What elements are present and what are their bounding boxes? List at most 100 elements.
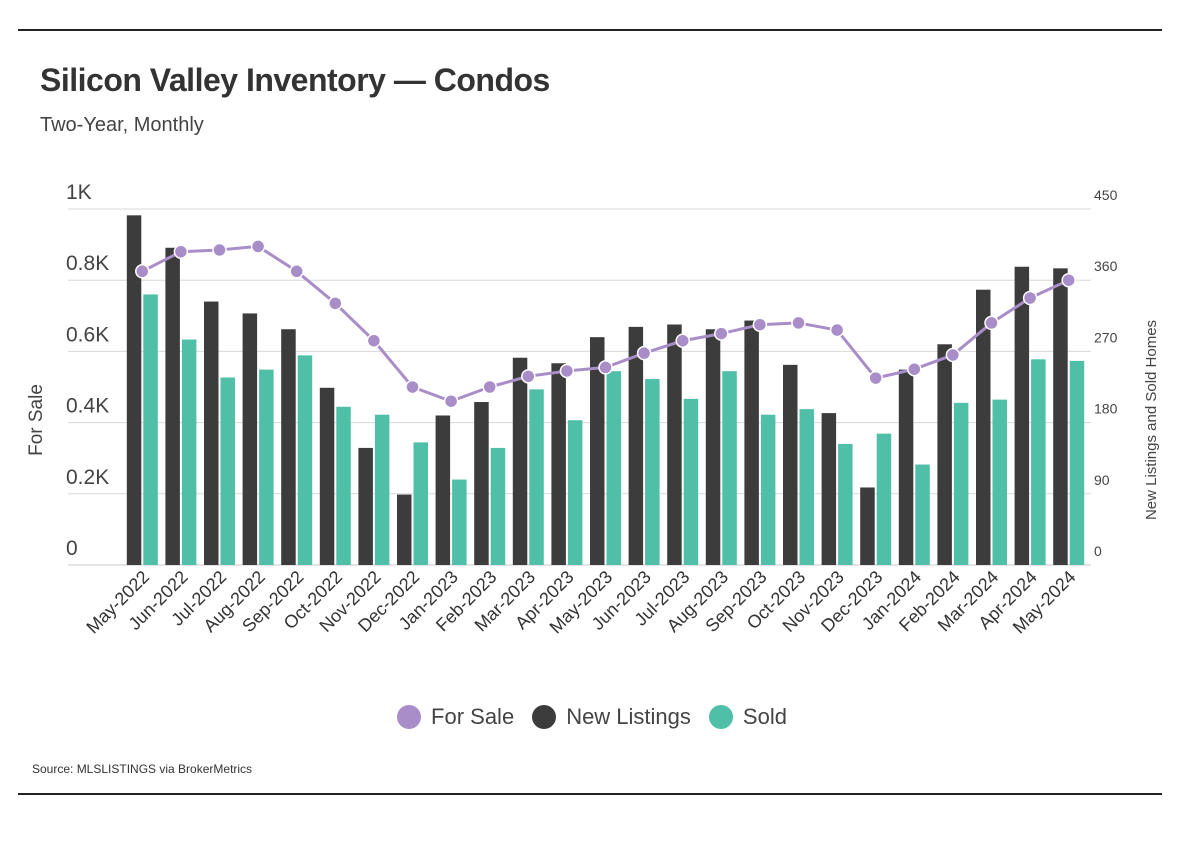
legend-label-sold: Sold (742, 704, 787, 729)
bar-new-listings (937, 344, 952, 565)
bar-new-listings (705, 329, 721, 565)
bar-sold (1031, 359, 1046, 565)
bar-sold (683, 398, 699, 565)
bar-new-listings (165, 247, 180, 565)
point-for-sale (636, 345, 652, 361)
bar-sold (529, 389, 544, 565)
point-for-sale (868, 370, 883, 386)
point-for-sale (521, 369, 536, 384)
bar-new-listings (783, 364, 798, 565)
bar-sold (336, 406, 351, 565)
bar-new-listings (281, 329, 296, 565)
y-left-tick-label: 0 (66, 537, 78, 560)
source-note: Source: MLSLISTINGS via BrokerMetrics (32, 762, 253, 776)
point-for-sale (173, 244, 189, 259)
bar-new-listings (126, 215, 142, 565)
bar-new-listings (474, 402, 489, 565)
point-for-sale (559, 363, 575, 379)
bar-new-listings (551, 363, 566, 565)
y-left-axis-title: For Sale (26, 384, 47, 456)
bar-new-listings (744, 320, 759, 565)
y-right-tick-label: 180 (1094, 401, 1118, 417)
bar-sold (722, 371, 737, 565)
bar-sold (297, 355, 313, 565)
bar-new-listings (667, 324, 682, 565)
bar-new-listings (242, 313, 258, 565)
point-for-sale (289, 264, 304, 279)
point-for-sale (714, 326, 729, 341)
chart-legend: For Sale New Listings Sold (0, 704, 1184, 730)
y-right-tick-label: 90 (1094, 472, 1110, 488)
point-for-sale (135, 264, 150, 279)
bar-new-listings (1053, 268, 1068, 565)
top-rule (18, 29, 1162, 31)
bar-new-listings (319, 387, 335, 565)
y-right-tick-label: 270 (1094, 329, 1118, 345)
point-for-sale (829, 322, 845, 338)
legend-swatch-for-sale (397, 705, 422, 729)
bar-sold (413, 442, 428, 565)
legend-swatch-new-listings (532, 705, 557, 729)
y-right-axis-title: New Listings and Sold Homes (1143, 320, 1160, 520)
bar-sold (567, 420, 583, 565)
bar-sold (374, 414, 390, 565)
point-for-sale (675, 333, 690, 348)
legend-swatch-sold (708, 705, 733, 729)
point-for-sale (945, 347, 961, 363)
bar-new-listings (1014, 266, 1030, 565)
bar-new-listings (435, 415, 451, 565)
bar-new-listings (860, 487, 875, 565)
point-for-sale (984, 315, 999, 331)
bottom-rule (18, 793, 1162, 795)
bar-sold (606, 371, 621, 565)
bar-sold (915, 464, 930, 565)
point-for-sale (366, 333, 382, 348)
point-for-sale (405, 379, 420, 395)
bar-new-listings (204, 301, 219, 565)
y-right-tick-label: 360 (1094, 258, 1118, 274)
legend-item-sold: Sold (708, 704, 787, 730)
legend-item-new-listings: New Listings (532, 704, 691, 730)
bar-sold (220, 377, 235, 565)
point-for-sale (443, 393, 459, 409)
bar-sold (645, 379, 660, 565)
y-left-tick-label: 1K (66, 181, 92, 204)
chart-subtitle: Two-Year, Monthly (40, 114, 204, 136)
point-for-sale (1022, 290, 1038, 306)
legend-item-for-sale: For Sale (397, 704, 514, 730)
bar-sold (838, 443, 853, 565)
point-for-sale (791, 315, 806, 331)
bar-sold (259, 369, 274, 565)
bar-sold (490, 447, 506, 565)
y-left-tick-label: 0.4K (66, 395, 109, 418)
y-right-tick-label: 0 (1094, 543, 1102, 559)
bar-sold (799, 409, 814, 565)
bar-sold (452, 479, 467, 565)
bar-new-listings (898, 369, 914, 565)
bar-sold (143, 294, 158, 565)
bar-new-listings (397, 494, 412, 565)
point-for-sale (250, 239, 266, 254)
bar-new-listings (358, 447, 373, 565)
bar-new-listings (976, 289, 991, 565)
bar-new-listings (512, 357, 528, 565)
y-left-tick-label: 0.2K (66, 466, 109, 489)
bar-sold (181, 339, 197, 565)
point-for-sale (328, 296, 343, 311)
point-for-sale (482, 379, 497, 395)
bar-sold (953, 402, 969, 565)
point-for-sale (212, 242, 227, 258)
chart-title: Silicon Valley Inventory — Condos (40, 62, 550, 98)
y-left-tick-label: 0.6K (66, 323, 109, 346)
bar-sold (760, 414, 776, 565)
y-right-tick-label: 450 (1094, 187, 1118, 203)
y-left-tick-label: 0.8K (66, 252, 109, 275)
point-for-sale (752, 317, 768, 332)
point-for-sale (598, 360, 613, 375)
bar-sold (992, 399, 1007, 565)
bar-sold (1069, 360, 1085, 565)
bar-sold (876, 433, 892, 565)
legend-label-new-listings: New Listings (566, 704, 691, 729)
point-for-sale (907, 361, 922, 377)
